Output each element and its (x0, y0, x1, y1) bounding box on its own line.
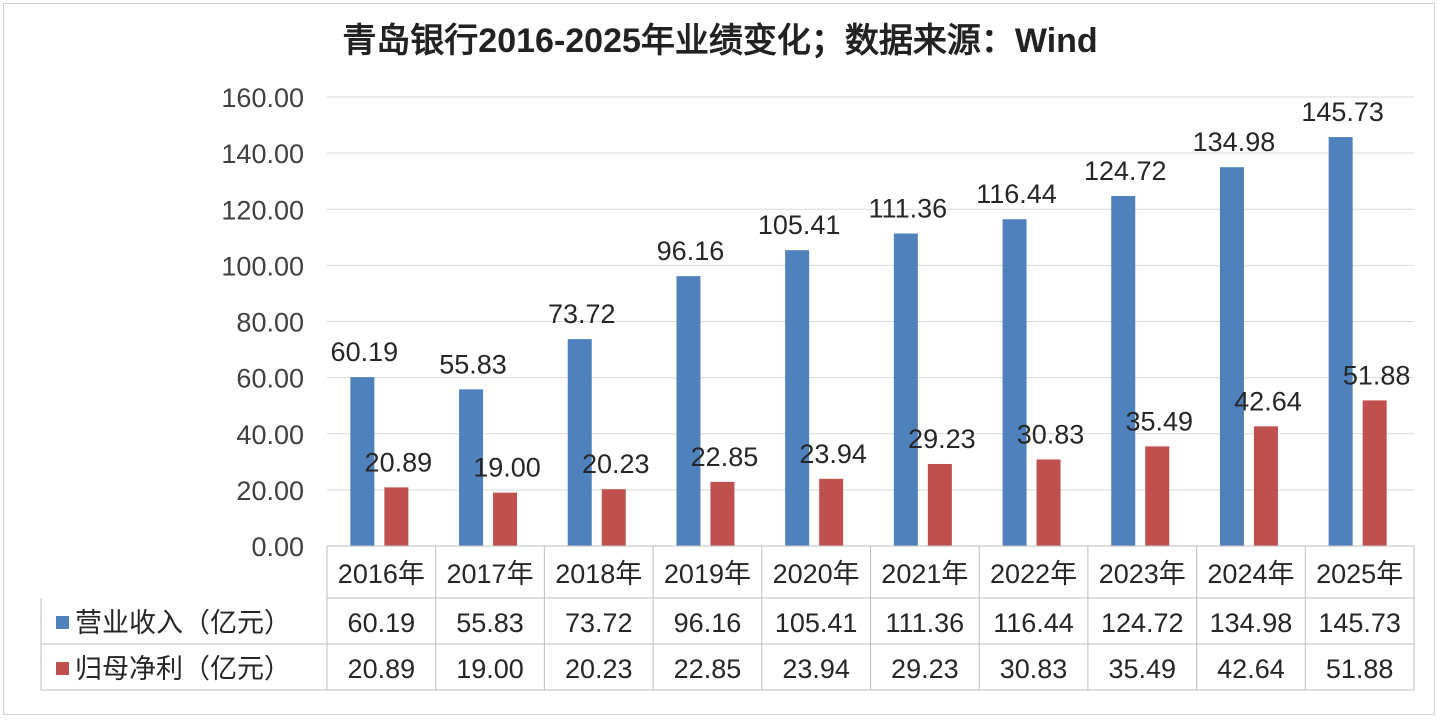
y-axis-ticks: 0.00 20.00 40.00 60.00 80.00 100.00 120.00 140.… (221, 83, 304, 562)
y-tick-label: 60.00 (236, 364, 304, 394)
y-tick-label: 80.00 (236, 308, 304, 338)
data-table: 2016年 2017年 2018年 2019年 2020年 2021年 2022年 2023年… (40, 545, 1415, 691)
category-label: 2021年 (881, 559, 968, 589)
legend-swatch (56, 616, 69, 629)
net-profit-bar (710, 481, 735, 546)
gridlines (327, 96, 1414, 491)
category-label: 2024年 (1207, 559, 1294, 589)
table-cell: 60.19 (348, 608, 416, 638)
net-profit-bar (1036, 459, 1061, 546)
table-cell: 20.89 (348, 654, 416, 684)
net-profit-bar (493, 492, 518, 546)
revenue-bar (785, 250, 810, 547)
table-cell: 51.88 (1326, 654, 1394, 684)
revenue-data-label: 145.73 (1301, 97, 1384, 127)
net-profit-bar (1362, 400, 1387, 546)
net-profit-data-label: 20.89 (365, 447, 433, 477)
net-profit-data-label: 19.00 (473, 453, 541, 483)
table-cell: 30.83 (1000, 654, 1068, 684)
legend-label: 归母净利（亿元） (75, 654, 291, 684)
table-cell: 73.72 (565, 608, 633, 638)
revenue-data-label: 96.16 (657, 236, 725, 266)
revenue-bar (567, 339, 592, 546)
table-cell: 116.44 (993, 608, 1074, 638)
revenue-data-label: 134.98 (1193, 127, 1276, 157)
net-profit-data-label: 51.88 (1343, 360, 1411, 390)
revenue-data-label: 124.72 (1084, 156, 1167, 186)
table-cell: 96.16 (674, 608, 742, 638)
table-cell: 22.85 (674, 654, 742, 684)
revenue-data-label: 111.36 (869, 193, 948, 223)
y-tick-label: 160.00 (221, 83, 304, 113)
revenue-bar (459, 389, 484, 546)
y-tick-label: 140.00 (221, 139, 304, 169)
revenue-bar (1219, 167, 1244, 546)
net-profit-data-label: 42.64 (1234, 386, 1302, 416)
revenue-bar (1002, 219, 1027, 547)
revenue-data-label: 73.72 (548, 299, 616, 329)
revenue-data-label: 60.19 (331, 337, 399, 367)
revenue-bar (350, 377, 375, 546)
net-profit-data-label: 22.85 (691, 442, 759, 472)
table-cell: 111.36 (886, 608, 965, 638)
bars (350, 137, 1387, 547)
table-cell: 124.72 (1101, 608, 1184, 638)
table-cell: 55.83 (456, 608, 524, 638)
table-cell: 29.23 (891, 654, 959, 684)
revenue-bar (676, 276, 701, 546)
category-label: 2019年 (664, 559, 751, 589)
table-cell: 134.98 (1210, 608, 1293, 638)
category-label: 2017年 (447, 559, 534, 589)
y-tick-label: 100.00 (221, 251, 304, 281)
table-cell: 23.94 (782, 654, 850, 684)
net-profit-bar (601, 489, 626, 546)
net-profit-data-label: 29.23 (908, 424, 976, 454)
data-labels: 60.19 55.83 73.72 96.16 105.41 111.36 116.44 12… (331, 97, 1411, 483)
net-profit-data-label: 35.49 (1125, 406, 1193, 436)
net-profit-bar (1253, 426, 1278, 546)
chart-frame: 青岛银行2016-2025年业绩变化；数据来源：Wind 0.00 20.00 40… (3, 3, 1435, 715)
y-tick-label: 0.00 (251, 532, 304, 562)
net-profit-data-label: 23.94 (799, 439, 867, 469)
table-cell: 35.49 (1108, 654, 1176, 684)
revenue-data-label: 105.41 (758, 210, 841, 240)
net-profit-bar (927, 463, 952, 546)
net-profit-data-label: 30.83 (1017, 419, 1085, 449)
table-cell: 19.00 (456, 654, 524, 684)
category-label: 2022年 (990, 559, 1077, 589)
net-profit-bar (1145, 446, 1170, 546)
table-cell: 20.23 (565, 654, 633, 684)
category-label: 2016年 (338, 559, 425, 589)
category-label: 2018年 (555, 559, 642, 589)
revenue-bar (893, 233, 918, 546)
category-label: 2025年 (1316, 559, 1403, 589)
revenue-data-label: 55.83 (439, 349, 507, 379)
y-tick-label: 20.00 (236, 476, 304, 506)
net-profit-bar (819, 478, 844, 546)
revenue-bar (1328, 137, 1353, 547)
category-label: 2023年 (1099, 559, 1186, 589)
legend-swatch (56, 662, 69, 675)
revenue-data-label: 116.44 (976, 179, 1057, 209)
y-tick-label: 120.00 (221, 195, 304, 225)
y-tick-label: 40.00 (236, 420, 304, 450)
category-label: 2020年 (773, 559, 860, 589)
table-cell: 42.64 (1217, 654, 1285, 684)
revenue-bar (1111, 196, 1136, 546)
chart-title: 青岛银行2016-2025年业绩变化；数据来源：Wind (342, 22, 1097, 60)
net-profit-data-label: 20.23 (582, 449, 650, 479)
table-cell: 145.73 (1318, 608, 1401, 638)
legend-label: 营业收入（亿元） (75, 608, 291, 638)
bar-chart: 青岛银行2016-2025年业绩变化；数据来源：Wind 0.00 20.00 40… (40, 22, 1415, 691)
table-cell: 105.41 (775, 608, 858, 638)
net-profit-bar (384, 487, 409, 546)
